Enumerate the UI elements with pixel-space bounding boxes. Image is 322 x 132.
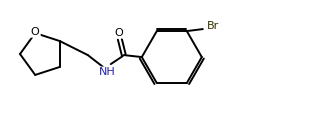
Text: O: O — [31, 27, 40, 37]
Text: Br: Br — [207, 21, 219, 31]
Text: O: O — [114, 28, 123, 38]
Text: NH: NH — [99, 67, 115, 77]
